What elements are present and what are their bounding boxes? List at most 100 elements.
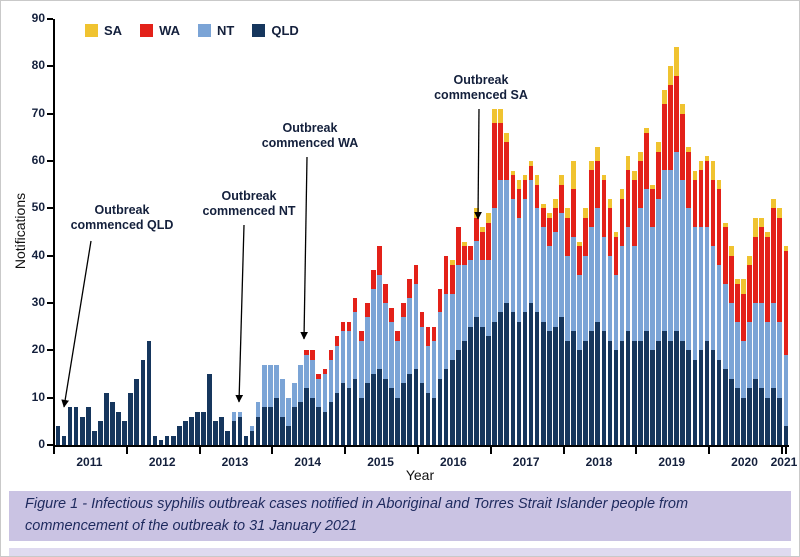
bar-segment-qld xyxy=(55,426,61,445)
legend-swatch-qld xyxy=(252,24,266,37)
bar-segment-qld xyxy=(304,388,309,445)
bar-segment-qld xyxy=(595,321,601,445)
bar-column xyxy=(176,426,182,445)
bar-segment-nt xyxy=(237,411,243,417)
bar-segment-wa xyxy=(625,170,631,228)
bar-segment-nt xyxy=(559,213,564,318)
bar-segment-qld xyxy=(619,340,625,445)
bar-segment-nt xyxy=(492,208,498,322)
bar-segment-sa xyxy=(650,184,655,190)
bar-segment-qld xyxy=(662,331,667,445)
bar-column xyxy=(364,303,370,445)
bar-segment-nt xyxy=(607,255,613,341)
bar-segment-nt xyxy=(474,241,479,318)
bar-segment-qld xyxy=(571,331,576,445)
bar-column xyxy=(747,255,752,445)
bar-segment-nt xyxy=(480,260,485,327)
bar-segment-wa xyxy=(735,284,740,322)
bar-segment-wa xyxy=(553,208,558,233)
bar-column xyxy=(286,397,291,445)
y-tick-label: 50 xyxy=(31,200,45,215)
bar-segment-sa xyxy=(656,142,661,152)
bar-column xyxy=(73,407,79,445)
bar-column xyxy=(431,326,437,445)
legend-item-nt: NT xyxy=(198,23,234,38)
bar-segment-nt xyxy=(310,359,316,398)
bar-segment-wa xyxy=(486,222,491,261)
bar-segment-nt xyxy=(286,397,291,427)
bar-segment-wa xyxy=(741,293,746,341)
bar-segment-wa xyxy=(601,179,607,237)
bar-segment-wa xyxy=(765,236,770,322)
bar-segment-nt xyxy=(443,293,449,370)
bar-column xyxy=(352,298,358,445)
bar-segment-wa xyxy=(504,142,510,180)
bar-segment-sa xyxy=(607,198,613,209)
bar-column xyxy=(504,132,510,445)
bar-segment-sa xyxy=(753,217,758,237)
bar-segment-wa xyxy=(546,217,552,247)
y-tick-mark xyxy=(47,254,53,257)
bar-segment-nt xyxy=(383,303,388,379)
y-tick-mark xyxy=(47,444,53,446)
x-tick-mark xyxy=(125,447,128,454)
bar-column xyxy=(637,151,643,445)
x-tick-mark xyxy=(708,447,711,454)
bar-segment-nt xyxy=(340,331,346,384)
x-tick-label-2018: 2018 xyxy=(585,455,613,469)
y-tick-mark xyxy=(47,349,53,352)
bar-column xyxy=(462,241,467,445)
bar-segment-qld xyxy=(389,388,394,445)
bar-segment-sa xyxy=(741,279,746,294)
figure-caption: Figure 1 - Infectious syphilis outbreak … xyxy=(25,496,689,534)
bar-segment-nt xyxy=(619,246,625,341)
bar-segment-sa xyxy=(540,203,546,209)
bar-segment-qld xyxy=(710,350,716,445)
bar-segment-wa xyxy=(534,184,540,209)
legend-swatch-sa xyxy=(85,24,98,37)
bar-segment-sa xyxy=(668,66,673,86)
bar-segment-sa xyxy=(716,179,722,190)
bar-column xyxy=(152,435,158,445)
bar-column xyxy=(686,146,692,445)
bar-segment-sa xyxy=(577,241,582,247)
legend-item-sa: SA xyxy=(85,23,122,38)
x-tick-mark xyxy=(489,447,492,454)
y-tick-mark xyxy=(47,207,53,210)
legend-swatch-wa xyxy=(140,24,154,37)
bar-segment-qld xyxy=(425,392,431,445)
legend: SA WA NT QLD xyxy=(85,23,299,38)
bar-segment-nt xyxy=(631,246,637,341)
x-tick-label-2011: 2011 xyxy=(76,455,103,469)
bar-column xyxy=(407,279,413,445)
bar-column xyxy=(662,90,667,445)
bar-column xyxy=(201,411,206,445)
bar-column xyxy=(656,142,661,445)
bar-segment-sa xyxy=(589,161,595,171)
bar-column xyxy=(455,227,461,445)
bar-segment-wa xyxy=(455,227,461,266)
bar-segment-qld xyxy=(383,378,388,445)
bar-column xyxy=(140,359,146,445)
bar-segment-sa xyxy=(528,161,534,166)
legend-label: SA xyxy=(104,23,123,38)
bar-segment-nt xyxy=(571,236,576,332)
x-tick-label-2016: 2016 xyxy=(440,455,467,469)
bar-column xyxy=(340,321,346,445)
bar-segment-wa xyxy=(364,303,370,318)
bar-segment-qld xyxy=(67,407,73,445)
bar-segment-qld xyxy=(443,369,449,445)
bar-column xyxy=(437,288,443,445)
bar-segment-wa xyxy=(413,265,419,285)
bar-column xyxy=(607,198,613,445)
bar-segment-qld xyxy=(237,416,243,445)
bar-segment-nt xyxy=(280,378,285,417)
bar-segment-nt xyxy=(298,364,303,403)
bar-segment-qld xyxy=(492,321,498,445)
bar-segment-qld xyxy=(728,378,734,445)
bar-segment-wa xyxy=(383,284,388,304)
bar-segment-qld xyxy=(225,430,231,445)
bar-segment-wa xyxy=(395,331,400,341)
caption-bar: Figure 1 - Infectious syphilis outbreak … xyxy=(9,491,791,541)
x-axis-label: Year xyxy=(405,467,435,483)
